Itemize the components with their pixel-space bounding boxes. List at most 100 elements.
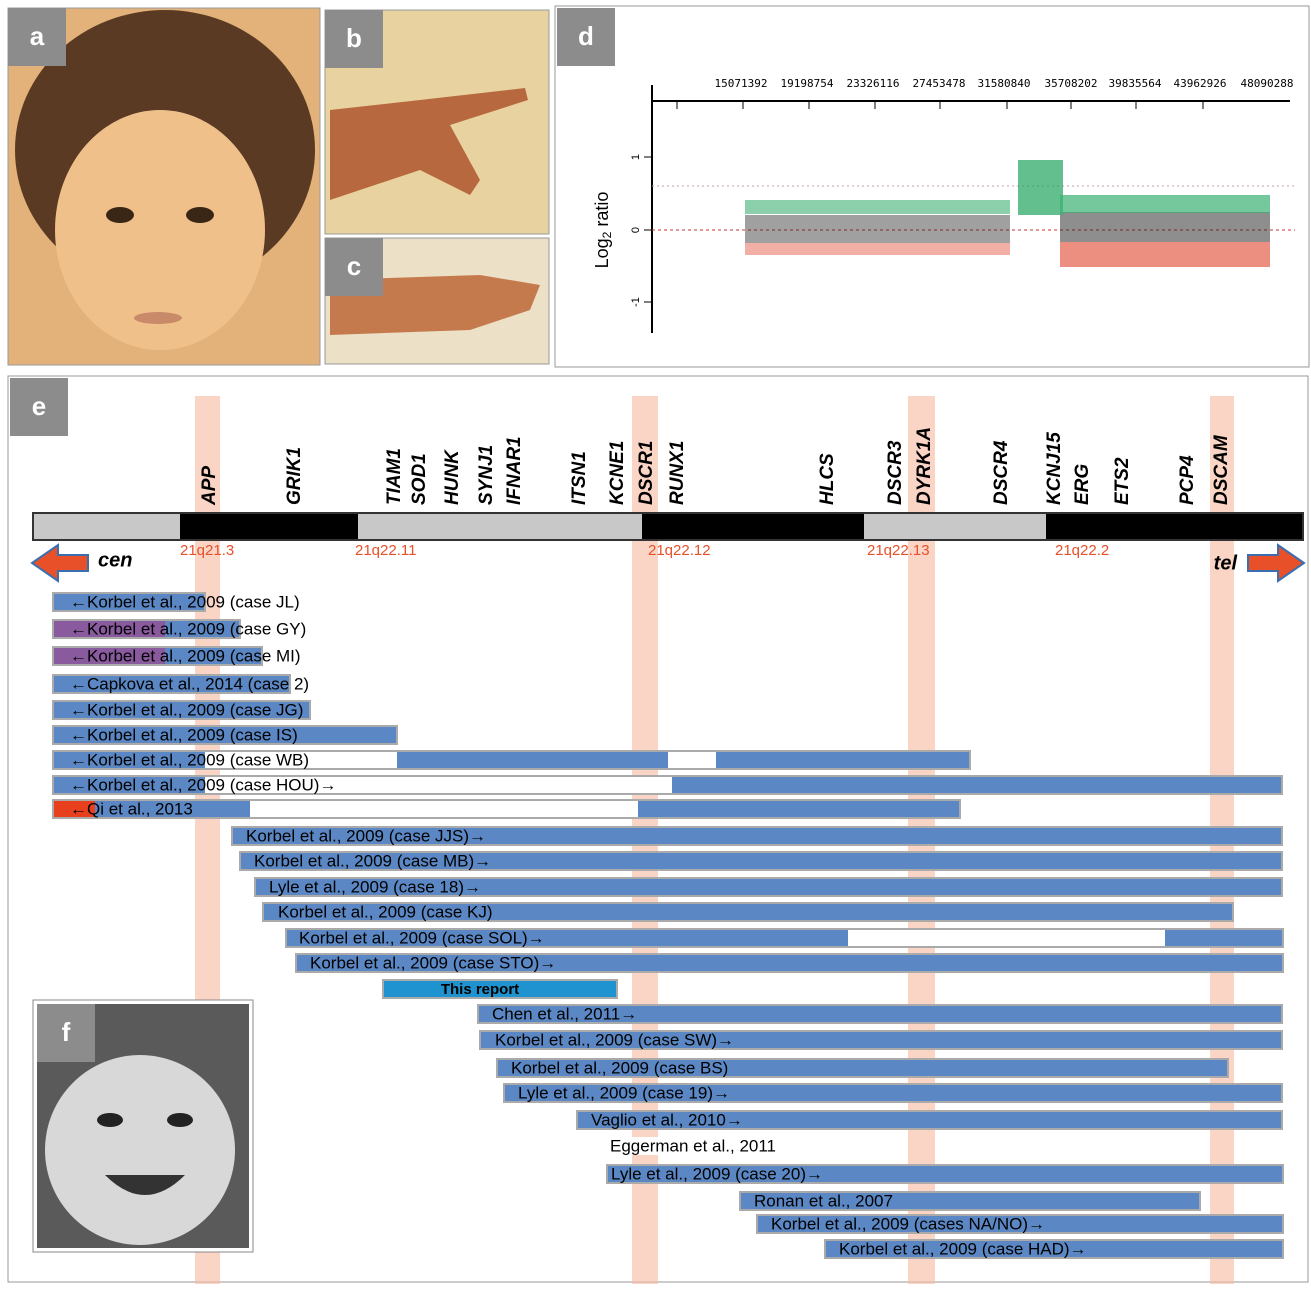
x-tick-label: 31580840 [978, 77, 1031, 90]
case-segment [716, 751, 970, 769]
case-segment [668, 751, 716, 769]
case-label: ←Korbel et al., 2009 (case IS) [70, 725, 298, 744]
gene-label: PCP4 [1177, 455, 1198, 505]
eye [106, 207, 134, 223]
band-label: 21q21.3 [180, 542, 234, 559]
case-label: Lyle et al., 2009 (case 20)→ [611, 1164, 823, 1183]
case-label: Korbel et al., 2009 (cases NA/NO)→ [771, 1214, 1045, 1233]
case-label: Korbel et al., 2009 (case STO)→ [310, 953, 556, 972]
panel-label: a [30, 21, 45, 51]
case-label: Vaglio et al., 2010→ [591, 1110, 743, 1129]
gene-label: SOD1 [409, 453, 430, 505]
gene-label: HLCS [817, 453, 838, 505]
y-axis-label: Log2 ratio [592, 192, 614, 269]
cloud-black [745, 215, 1010, 243]
gene-label: SYNJ1 [476, 445, 497, 505]
case-label: Korbel et al., 2009 (case KJ) [278, 902, 493, 921]
case-segment [1165, 929, 1283, 947]
x-tick-label: 27453478 [913, 77, 966, 90]
gene-label: KCNJ15 [1044, 432, 1065, 505]
figure: cen tel abcdef15071392191987542332611627… [0, 0, 1311, 1285]
gene-label: DSCAM [1211, 434, 1232, 505]
cloud-red [1060, 242, 1270, 267]
case-label: ←Korbel et al., 2009 (case GY) [70, 619, 306, 638]
case-label: ←Korbel et al., 2009 (case JL) [70, 592, 300, 611]
case-segment [638, 800, 960, 818]
cloud-green [1018, 160, 1063, 215]
y-tick-label: 1 [630, 154, 642, 160]
x-tick-label: 23326116 [847, 77, 900, 90]
band-segment [642, 513, 864, 540]
cloud-green [745, 200, 1010, 214]
gene-label: DSCR1 [636, 441, 657, 505]
band-label: 21q22.12 [648, 542, 711, 559]
band-segment [1046, 513, 1303, 540]
y-axis-label-part: Log [592, 238, 612, 268]
tel-arrow [1248, 545, 1304, 581]
x-tick-label: 48090288 [1241, 77, 1294, 90]
gene-label: KCNE1 [607, 441, 628, 505]
cen-arrow [32, 545, 88, 581]
case-label: Lyle et al., 2009 (case 19)→ [518, 1083, 730, 1102]
cen-label: cen [98, 549, 132, 571]
face [45, 1055, 235, 1245]
case-label: This report [441, 981, 519, 998]
mouth [134, 312, 182, 324]
case-label: Eggerman et al., 2011 [610, 1136, 776, 1155]
cloud-red [745, 243, 1010, 255]
panel-label: d [578, 21, 594, 51]
band-segment [864, 513, 1046, 540]
case-segment [848, 929, 1165, 947]
case-label: ←Korbel et al., 2009 (case JG) [70, 700, 303, 719]
eye [167, 1113, 193, 1127]
cloud-green [1060, 195, 1270, 213]
x-tick-label: 19198754 [781, 77, 834, 90]
case-label: ←Korbel et al., 2009 (case HOU)→ [70, 775, 336, 794]
band-label: 21q22.11 [355, 542, 416, 559]
case-label: ←Capkova et al., 2014 (case 2) [70, 674, 309, 693]
gene-label: DSCR3 [885, 440, 906, 505]
gene-label: APP [199, 466, 220, 506]
gene-label: TIAM1 [384, 448, 405, 505]
y-tick-label: 0 [630, 227, 642, 233]
case-label: ←Qi et al., 2013 [70, 799, 193, 818]
gene-label: GRIK1 [284, 447, 305, 505]
gene-label: ETS2 [1112, 457, 1133, 505]
y-axis-label-part: ratio [592, 192, 612, 232]
gene-label: DYRK1A [914, 427, 935, 505]
case-label: Lyle et al., 2009 (case 18)→ [269, 877, 481, 896]
panel-label: f [62, 1017, 71, 1047]
case-label: Korbel et al., 2009 (case JJS)→ [246, 826, 486, 845]
eye [97, 1113, 123, 1127]
case-label: Korbel et al., 2009 (case MB)→ [254, 851, 491, 870]
case-segment [397, 751, 668, 769]
eye [186, 207, 214, 223]
gene-label: ITSN1 [569, 451, 590, 505]
gene-label: ERG [1072, 464, 1093, 505]
panel-label: c [347, 251, 361, 281]
x-tick-label: 15071392 [715, 77, 768, 90]
band-segment [358, 513, 642, 540]
x-tick-label: 43962926 [1174, 77, 1227, 90]
case-segment [672, 776, 1282, 794]
case-label: ←Korbel et al., 2009 (case WB) [70, 750, 309, 769]
band-label: 21q22.2 [1055, 542, 1109, 559]
gene-label: IFNAR1 [504, 436, 525, 505]
y-tick-label: -1 [630, 297, 642, 307]
case-label: Korbel et al., 2009 (case SW)→ [495, 1030, 734, 1049]
band-segment [180, 513, 358, 540]
band-label: 21q22.13 [867, 542, 930, 559]
panel-label: e [32, 391, 46, 421]
case-label: ←Korbel et al., 2009 (case MI) [70, 646, 301, 665]
gene-label: HUNK [442, 449, 463, 505]
case-label: Korbel et al., 2009 (case HAD)→ [839, 1239, 1087, 1258]
x-tick-label: 35708202 [1045, 77, 1098, 90]
gene-label: DSCR4 [991, 440, 1012, 505]
case-segment [250, 800, 638, 818]
tel-label: tel [1214, 552, 1238, 574]
cloud-black [1060, 212, 1270, 242]
case-label: Korbel et al., 2009 (case SOL)→ [299, 928, 545, 947]
x-tick-label: 39835564 [1109, 77, 1162, 90]
case-label: Chen et al., 2011→ [492, 1004, 637, 1023]
gene-label: RUNX1 [667, 441, 688, 505]
